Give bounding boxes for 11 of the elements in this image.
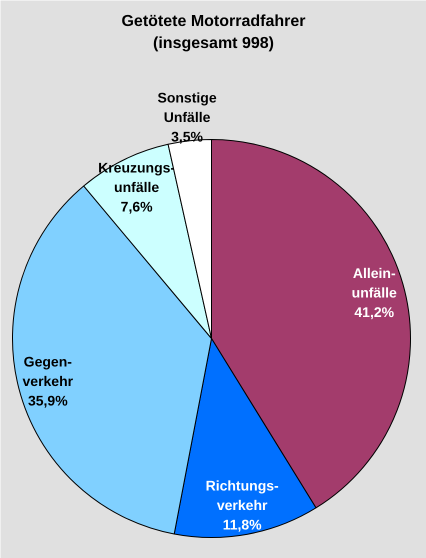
slice-label: Gegen- verkehr — [22, 354, 74, 390]
chart-subtitle: (insgesamt 998) — [153, 35, 274, 52]
data-label: 35,9% — [28, 392, 68, 409]
data-label: 41,2% — [354, 304, 395, 320]
slice-label: Sonstige Unfälle — [157, 89, 217, 125]
data-label: 11,8% — [222, 516, 262, 532]
data-label: 7,6% — [120, 198, 154, 214]
slice-label: Allein- unfälle — [352, 264, 397, 300]
chart-title: Getötete Motorradfahrer — [121, 13, 306, 30]
slice-label: Richtungs- verkehr — [206, 477, 280, 513]
data-label: 3,5% — [171, 128, 204, 144]
